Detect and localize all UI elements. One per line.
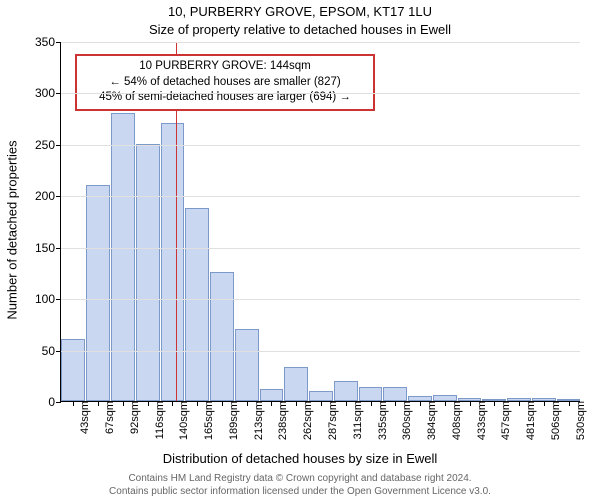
- xtick-mark: [247, 401, 248, 406]
- xtick-mark: [123, 401, 124, 406]
- xtick-label: 408sqm: [449, 401, 463, 440]
- xtick-label: 189sqm: [226, 401, 240, 440]
- xtick-label: 165sqm: [201, 401, 215, 440]
- title-line-1: 10, PURBERRY GROVE, EPSOM, KT17 1LU: [0, 4, 600, 19]
- histogram-bar: [86, 185, 110, 401]
- y-axis-label: Number of detached properties: [5, 140, 20, 319]
- xtick-label: 238sqm: [275, 401, 289, 440]
- callout-line-3: 45% of semi-detached houses are larger (…: [83, 90, 367, 106]
- gridline-h: [61, 42, 580, 43]
- xtick-mark: [296, 401, 297, 406]
- xtick-label: 433sqm: [474, 401, 488, 440]
- xtick-label: 481sqm: [523, 401, 537, 440]
- histogram-bar: [185, 208, 209, 401]
- gridline-h: [61, 351, 580, 352]
- title-line-2: Size of property relative to detached ho…: [0, 22, 600, 37]
- callout-line-2: ← 54% of detached houses are smaller (82…: [83, 75, 367, 91]
- xtick-label: 530sqm: [573, 401, 587, 440]
- ytick-label: 0: [48, 395, 61, 409]
- ytick-label: 200: [35, 189, 61, 203]
- ytick-label: 250: [35, 138, 61, 152]
- xtick-label: 287sqm: [325, 401, 339, 440]
- xtick-mark: [271, 401, 272, 406]
- xtick-mark: [321, 401, 322, 406]
- ytick-label: 300: [35, 86, 61, 100]
- xtick-mark: [346, 401, 347, 406]
- xtick-label: 360sqm: [399, 401, 413, 440]
- gridline-h: [61, 145, 580, 146]
- histogram-bar: [309, 391, 333, 401]
- gridline-h: [61, 93, 580, 94]
- xtick-mark: [172, 401, 173, 406]
- xtick-label: 213sqm: [251, 401, 265, 440]
- histogram-bar: [383, 387, 407, 401]
- callout-line-1: 10 PURBERRY GROVE: 144sqm: [83, 59, 367, 75]
- property-callout-box: 10 PURBERRY GROVE: 144sqm ← 54% of detac…: [75, 54, 375, 111]
- histogram-bar: [111, 113, 135, 401]
- ytick-label: 150: [35, 241, 61, 255]
- xtick-mark: [371, 401, 372, 406]
- footer-line-2: Contains public sector information licen…: [0, 486, 600, 497]
- ytick-label: 100: [35, 292, 61, 306]
- xtick-mark: [569, 401, 570, 406]
- xtick-mark: [445, 401, 446, 406]
- gridline-h: [61, 299, 580, 300]
- chart-container: 10, PURBERRY GROVE, EPSOM, KT17 1LU Size…: [0, 0, 600, 500]
- histogram-bar: [235, 329, 259, 401]
- xtick-mark: [420, 401, 421, 406]
- histogram-bar: [284, 367, 308, 401]
- xtick-label: 335sqm: [375, 401, 389, 440]
- xtick-label: 43sqm: [77, 401, 91, 434]
- plot-area: 10 PURBERRY GROVE: 144sqm ← 54% of detac…: [60, 42, 580, 402]
- xtick-label: 67sqm: [102, 401, 116, 434]
- xtick-mark: [98, 401, 99, 406]
- gridline-h: [61, 248, 580, 249]
- xtick-label: 457sqm: [498, 401, 512, 440]
- xtick-mark: [148, 401, 149, 406]
- xtick-mark: [470, 401, 471, 406]
- xtick-label: 311sqm: [350, 401, 364, 439]
- histogram-bar: [260, 389, 284, 401]
- histogram-bar: [161, 123, 185, 401]
- footer-line-1: Contains HM Land Registry data © Crown c…: [0, 473, 600, 484]
- histogram-bar: [359, 387, 383, 401]
- xtick-label: 116sqm: [152, 401, 166, 439]
- xtick-mark: [519, 401, 520, 406]
- histogram-bar: [210, 272, 234, 401]
- gridline-h: [61, 196, 580, 197]
- xtick-mark: [73, 401, 74, 406]
- ytick-label: 50: [42, 344, 61, 358]
- histogram-bar: [61, 339, 85, 401]
- xtick-mark: [197, 401, 198, 406]
- xtick-label: 92sqm: [127, 401, 141, 434]
- histogram-bar: [334, 381, 358, 401]
- xtick-label: 506sqm: [548, 401, 562, 440]
- xtick-label: 140sqm: [176, 401, 190, 440]
- xtick-label: 262sqm: [300, 401, 314, 440]
- xtick-mark: [395, 401, 396, 406]
- xtick-mark: [494, 401, 495, 406]
- x-axis-label: Distribution of detached houses by size …: [0, 451, 600, 466]
- ytick-label: 350: [35, 35, 61, 49]
- xtick-mark: [544, 401, 545, 406]
- histogram-bar: [136, 144, 160, 401]
- xtick-mark: [222, 401, 223, 406]
- xtick-label: 384sqm: [424, 401, 438, 440]
